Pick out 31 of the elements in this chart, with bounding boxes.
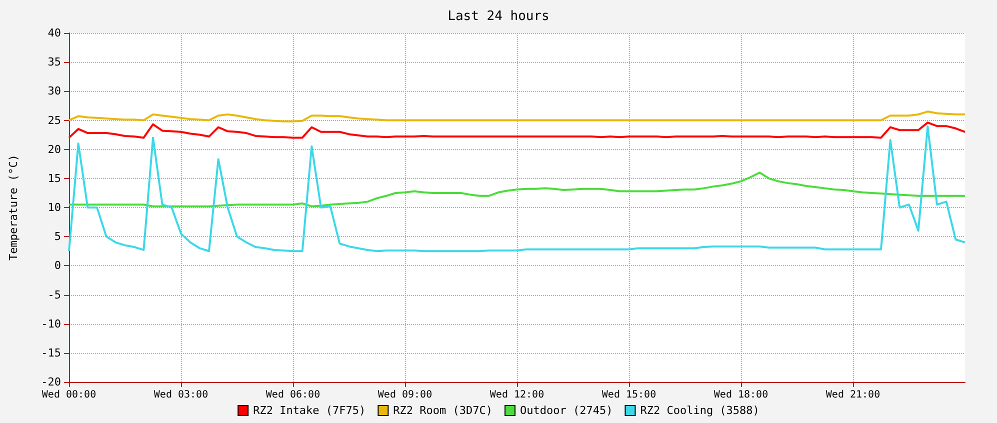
y-tick-label: 35 (48, 56, 61, 69)
x-tick-label: Wed 18:00 (714, 390, 768, 400)
y-tick-label: 20 (48, 142, 61, 156)
y-tick-label: 5 (54, 230, 61, 244)
chart-title: Last 24 hours (448, 9, 550, 24)
line-series (68, 172, 966, 208)
legend-label: RZ2 Room (3D7C) (393, 404, 493, 417)
line-series (68, 110, 966, 122)
x-tick-label: Wed 00:00 (42, 390, 96, 400)
x-tick-label: Wed 06:00 (266, 390, 320, 400)
line-series (68, 122, 966, 139)
legend-label: RZ2 Cooling (3588) (640, 404, 760, 417)
x-tick-label: Wed 09:00 (378, 390, 432, 400)
y-tick-label: 10 (48, 201, 61, 214)
x-tick-label: Wed 03:00 (154, 390, 208, 400)
legend-label: RZ2 Intake (7F75) (253, 404, 366, 417)
y-tick-label: -20 (41, 376, 61, 388)
y-tick-label: -10 (41, 317, 61, 330)
y-axis-title: Temperature (°C) (7, 154, 20, 260)
legend-label: Outdoor (2745) (520, 404, 613, 417)
y-tick-label: -5 (48, 288, 61, 302)
y-tick-label: 25 (48, 114, 61, 127)
y-tick-label: 40 (48, 26, 61, 40)
y-tick-label: -15 (41, 346, 61, 360)
y-tick-label: 15 (48, 172, 61, 185)
y-tick-label: 30 (48, 84, 61, 98)
x-tick-label: Wed 12:00 (490, 390, 544, 400)
y-tick-label: 0 (54, 259, 61, 272)
line-series (68, 126, 966, 252)
x-tick-label: Wed 21:00 (826, 390, 880, 400)
x-tick-label: Wed 15:00 (602, 390, 656, 400)
